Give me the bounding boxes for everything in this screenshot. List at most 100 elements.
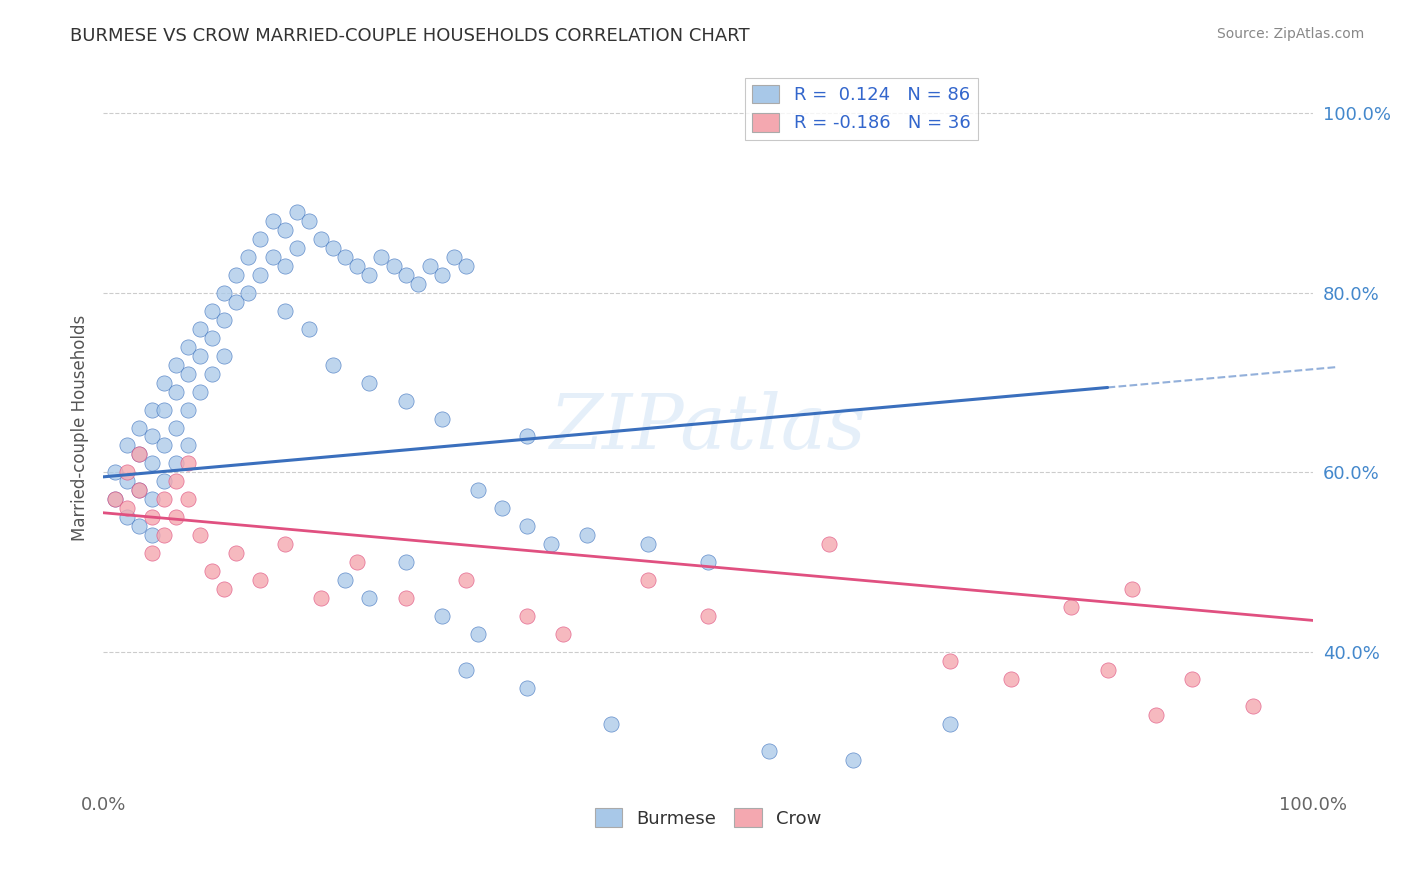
Point bbox=[1121, 582, 1143, 596]
Point bbox=[395, 393, 418, 408]
Point bbox=[249, 268, 271, 282]
Point bbox=[128, 447, 150, 461]
Point bbox=[456, 663, 478, 677]
Point bbox=[298, 214, 321, 228]
Point bbox=[406, 277, 429, 291]
Point bbox=[249, 232, 271, 246]
Point bbox=[249, 573, 271, 587]
Point bbox=[697, 555, 720, 569]
Point bbox=[346, 555, 368, 569]
Point bbox=[333, 250, 356, 264]
Point bbox=[382, 259, 405, 273]
Point bbox=[225, 294, 247, 309]
Point bbox=[359, 591, 381, 605]
Point bbox=[128, 519, 150, 533]
Point bbox=[152, 376, 174, 390]
Point bbox=[225, 268, 247, 282]
Point bbox=[212, 582, 235, 596]
Point bbox=[152, 528, 174, 542]
Point bbox=[939, 654, 962, 668]
Point bbox=[165, 510, 187, 524]
Point bbox=[467, 483, 489, 498]
Point bbox=[1181, 672, 1204, 686]
Point bbox=[212, 285, 235, 300]
Point bbox=[285, 241, 308, 255]
Legend: Burmese, Crow: Burmese, Crow bbox=[588, 801, 828, 835]
Point bbox=[152, 475, 174, 489]
Point bbox=[516, 429, 538, 443]
Point bbox=[1060, 599, 1083, 614]
Point bbox=[1144, 707, 1167, 722]
Point bbox=[309, 232, 332, 246]
Point bbox=[188, 528, 211, 542]
Point bbox=[395, 555, 418, 569]
Point bbox=[165, 358, 187, 372]
Point bbox=[262, 214, 284, 228]
Point bbox=[273, 259, 295, 273]
Point bbox=[104, 492, 127, 507]
Point bbox=[697, 609, 720, 624]
Text: ZIPatlas: ZIPatlas bbox=[550, 391, 866, 465]
Point bbox=[238, 250, 260, 264]
Point bbox=[104, 466, 127, 480]
Point bbox=[285, 205, 308, 219]
Point bbox=[117, 475, 139, 489]
Point bbox=[128, 483, 150, 498]
Point bbox=[818, 537, 841, 551]
Point bbox=[600, 716, 623, 731]
Point bbox=[842, 753, 865, 767]
Point bbox=[238, 285, 260, 300]
Point bbox=[141, 429, 163, 443]
Point bbox=[1000, 672, 1022, 686]
Point bbox=[540, 537, 562, 551]
Point bbox=[117, 438, 139, 452]
Point bbox=[1241, 698, 1264, 713]
Point bbox=[430, 411, 453, 425]
Point bbox=[188, 384, 211, 399]
Point bbox=[117, 466, 139, 480]
Point bbox=[516, 609, 538, 624]
Point bbox=[201, 564, 224, 578]
Point bbox=[395, 591, 418, 605]
Point bbox=[273, 303, 295, 318]
Point bbox=[456, 259, 478, 273]
Point bbox=[165, 420, 187, 434]
Point bbox=[443, 250, 465, 264]
Point bbox=[141, 546, 163, 560]
Point bbox=[141, 528, 163, 542]
Point bbox=[117, 501, 139, 516]
Point bbox=[1097, 663, 1119, 677]
Point bbox=[419, 259, 441, 273]
Point bbox=[370, 250, 392, 264]
Point bbox=[273, 537, 295, 551]
Point bbox=[456, 573, 478, 587]
Point bbox=[141, 510, 163, 524]
Point bbox=[128, 483, 150, 498]
Point bbox=[201, 367, 224, 381]
Point bbox=[128, 447, 150, 461]
Point bbox=[309, 591, 332, 605]
Text: BURMESE VS CROW MARRIED-COUPLE HOUSEHOLDS CORRELATION CHART: BURMESE VS CROW MARRIED-COUPLE HOUSEHOLD… bbox=[70, 27, 749, 45]
Point bbox=[637, 537, 659, 551]
Point bbox=[117, 510, 139, 524]
Point bbox=[201, 331, 224, 345]
Point bbox=[273, 223, 295, 237]
Point bbox=[225, 546, 247, 560]
Point bbox=[141, 402, 163, 417]
Point bbox=[188, 349, 211, 363]
Point bbox=[212, 313, 235, 327]
Point bbox=[430, 268, 453, 282]
Point bbox=[177, 492, 200, 507]
Point bbox=[212, 349, 235, 363]
Y-axis label: Married-couple Households: Married-couple Households bbox=[72, 314, 89, 541]
Point bbox=[491, 501, 513, 516]
Point bbox=[430, 609, 453, 624]
Point bbox=[128, 420, 150, 434]
Point bbox=[322, 241, 344, 255]
Point bbox=[152, 492, 174, 507]
Point bbox=[346, 259, 368, 273]
Point bbox=[359, 268, 381, 282]
Point bbox=[395, 268, 418, 282]
Point bbox=[177, 402, 200, 417]
Point bbox=[939, 716, 962, 731]
